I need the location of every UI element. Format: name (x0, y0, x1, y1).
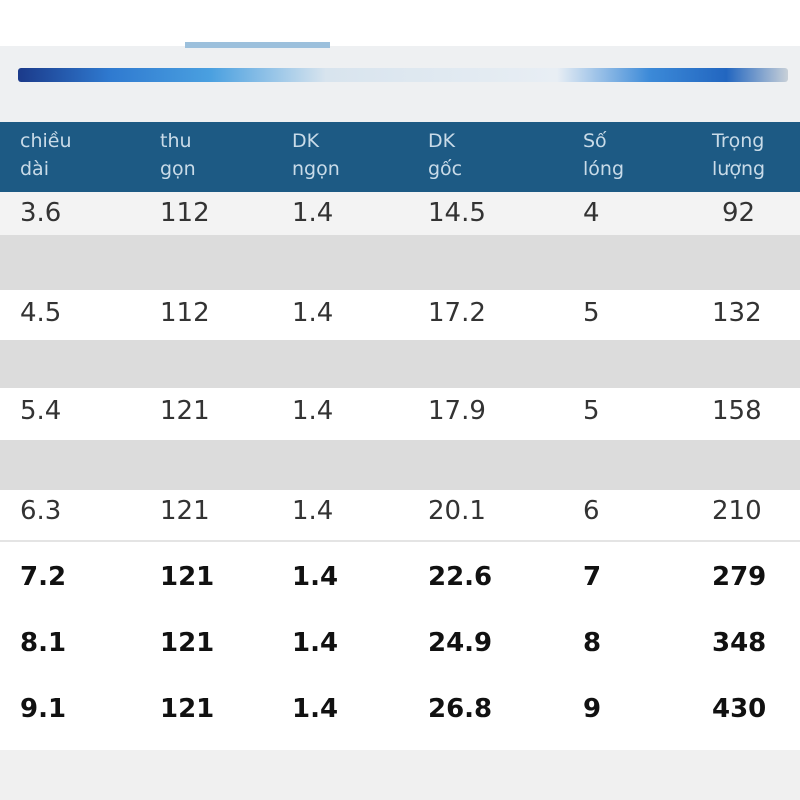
table-cell: 5 (583, 298, 600, 328)
table-cell: 112 (160, 198, 210, 228)
separator (0, 340, 800, 388)
table-cell: 348 (712, 628, 767, 658)
header-label: DK (428, 130, 456, 152)
header-row (0, 122, 800, 192)
table-cell: 8 (583, 628, 602, 658)
header-label: dài (20, 158, 49, 180)
table-cell: 7.2 (20, 562, 67, 592)
table-cell: 121 (160, 396, 210, 426)
table-cell: 1.4 (292, 396, 334, 426)
table-cell: 3.6 (20, 198, 62, 228)
table-cell: 1.4 (292, 562, 339, 592)
separator (0, 235, 800, 290)
row-bg (0, 192, 800, 235)
table-cell: 9.1 (20, 694, 67, 724)
table-cell: 279 (712, 562, 767, 592)
table-cell: 92 (722, 198, 756, 228)
table-cell: 210 (712, 496, 762, 526)
header-label: DK (292, 130, 320, 152)
table-cell: 1.4 (292, 198, 334, 228)
table-cell: 430 (712, 694, 767, 724)
table-cell: 112 (160, 298, 210, 328)
table-cell: 9 (583, 694, 602, 724)
table-cell: 20.1 (428, 496, 486, 526)
table-cell: 4.5 (20, 298, 62, 328)
table-cell: 17.2 (428, 298, 486, 328)
table-cell: 4 (583, 198, 600, 228)
table-cell: 121 (160, 628, 215, 658)
table-cell: 5 (583, 396, 600, 426)
table-cell: 6 (583, 496, 600, 526)
header-label: thu (160, 130, 192, 152)
table-cell: 8.1 (20, 628, 67, 658)
table-cell: 5.4 (20, 396, 62, 426)
rod-banner (0, 42, 800, 122)
header-label: chiều (20, 130, 72, 152)
table-cell: 121 (160, 496, 210, 526)
table-cell: 1.4 (292, 694, 339, 724)
table-cell: 17.9 (428, 396, 486, 426)
table-cell: 121 (160, 562, 215, 592)
table-cell: 158 (712, 396, 762, 426)
header-label: gọn (160, 158, 196, 180)
table-cell: 132 (712, 298, 762, 328)
separator (0, 440, 800, 490)
table-cell: 1.4 (292, 496, 334, 526)
table-cell: 1.4 (292, 628, 339, 658)
rod-image (18, 68, 788, 82)
table-cell: 14.5 (428, 198, 486, 228)
header-label: Trọng (712, 130, 765, 152)
table-cell: 7 (583, 562, 602, 592)
header-label: ngọn (292, 158, 340, 180)
table-cell: 24.9 (428, 628, 493, 658)
table-cell: 121 (160, 694, 215, 724)
header-label: lóng (583, 158, 625, 180)
table-cell: 26.8 (428, 694, 493, 724)
rod-tag (185, 42, 330, 48)
table-cell: 22.6 (428, 562, 493, 592)
header-label: Số (583, 130, 607, 152)
table-cell: 1.4 (292, 298, 334, 328)
separator (0, 540, 800, 542)
header-label: gốc (428, 158, 463, 180)
table-cell: 6.3 (20, 496, 62, 526)
header-label: lượng (712, 158, 766, 180)
footer-bg (0, 750, 800, 800)
